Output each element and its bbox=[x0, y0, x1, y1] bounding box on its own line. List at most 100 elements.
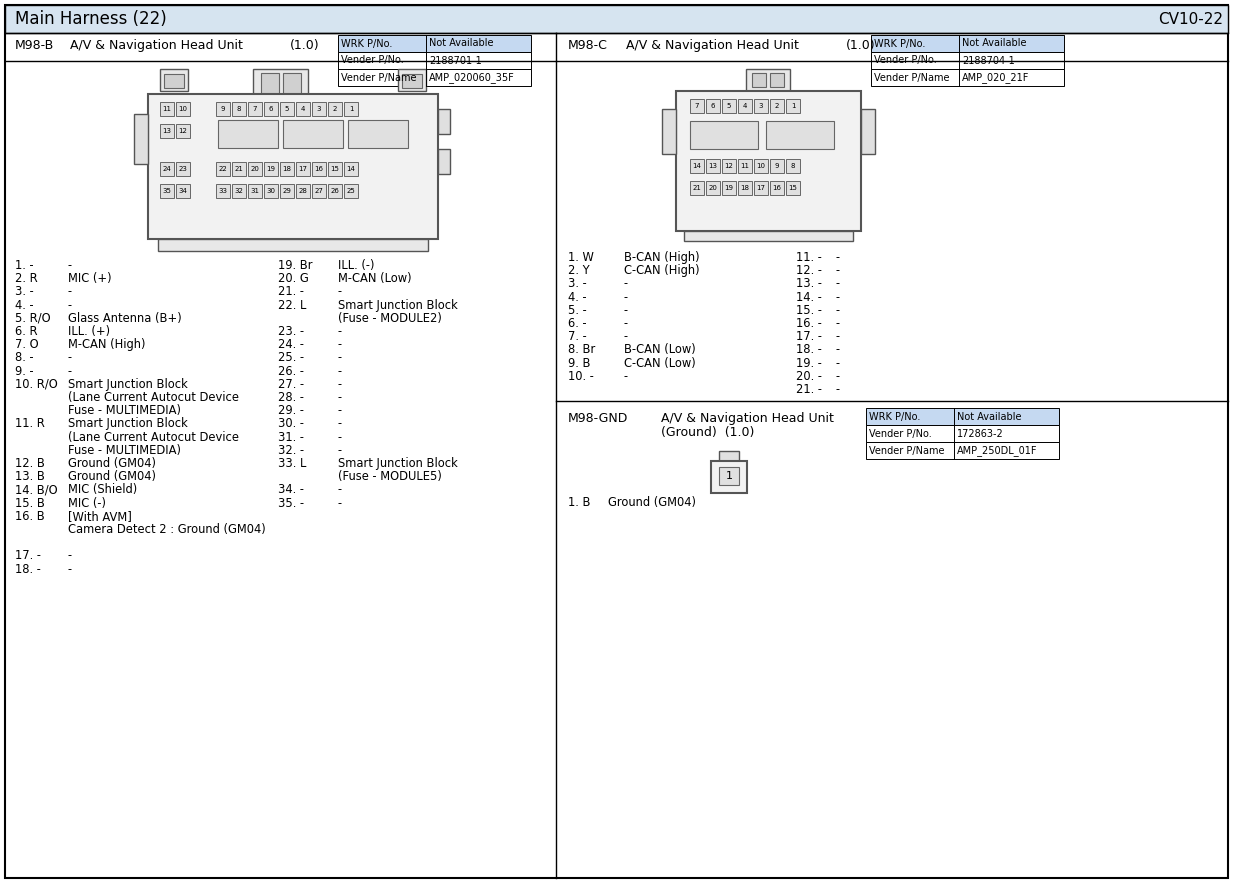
Bar bbox=[134, 114, 148, 164]
Text: 8. -: 8. - bbox=[15, 351, 33, 365]
Text: 30: 30 bbox=[266, 188, 275, 194]
Text: 3. -: 3. - bbox=[568, 277, 587, 291]
Text: 2: 2 bbox=[333, 106, 337, 112]
Text: 14. -: 14. - bbox=[797, 291, 822, 304]
Text: 20. G: 20. G bbox=[277, 272, 308, 285]
Bar bbox=[148, 94, 438, 239]
Text: 5: 5 bbox=[726, 103, 731, 109]
Text: ILL. (-): ILL. (-) bbox=[338, 259, 375, 272]
Text: MIC (-): MIC (-) bbox=[68, 496, 106, 509]
Bar bbox=[284, 120, 343, 148]
Text: 172863-2: 172863-2 bbox=[957, 429, 1004, 439]
Text: -: - bbox=[68, 298, 72, 312]
Text: 1: 1 bbox=[790, 103, 795, 109]
Text: Fuse - MULTIMEDIA): Fuse - MULTIMEDIA) bbox=[68, 444, 181, 457]
Text: 17: 17 bbox=[298, 166, 307, 172]
Bar bbox=[160, 124, 174, 138]
Text: Not Available: Not Available bbox=[429, 39, 493, 49]
Text: MIC (+): MIC (+) bbox=[68, 272, 112, 285]
Text: 11. -: 11. - bbox=[797, 251, 822, 264]
Text: 29. -: 29. - bbox=[277, 404, 305, 417]
Bar bbox=[280, 102, 293, 116]
Text: 18. -: 18. - bbox=[797, 343, 822, 357]
Text: 28: 28 bbox=[298, 188, 307, 194]
Text: 23. -: 23. - bbox=[277, 325, 305, 338]
Text: -: - bbox=[624, 304, 628, 317]
Text: 29: 29 bbox=[282, 188, 291, 194]
Text: 31. -: 31. - bbox=[277, 431, 305, 443]
Text: -: - bbox=[338, 483, 342, 496]
Bar bbox=[766, 121, 834, 149]
Bar bbox=[328, 162, 342, 176]
Bar bbox=[755, 99, 768, 113]
Bar bbox=[176, 162, 190, 176]
Text: (1.0): (1.0) bbox=[290, 39, 319, 52]
Text: A/V & Navigation Head Unit: A/V & Navigation Head Unit bbox=[661, 412, 834, 426]
Text: A/V & Navigation Head Unit: A/V & Navigation Head Unit bbox=[626, 39, 799, 52]
Text: 3: 3 bbox=[317, 106, 322, 112]
Text: -: - bbox=[624, 370, 628, 383]
Text: 33: 33 bbox=[218, 188, 228, 194]
Text: 7: 7 bbox=[253, 106, 258, 112]
Bar bbox=[338, 52, 531, 69]
Text: 15. -: 15. - bbox=[797, 304, 822, 317]
Bar bbox=[216, 184, 231, 198]
Text: 7. O: 7. O bbox=[15, 338, 38, 351]
Bar bbox=[861, 109, 875, 154]
Bar bbox=[866, 408, 1059, 426]
Text: 19. Br: 19. Br bbox=[277, 259, 312, 272]
Text: 10: 10 bbox=[179, 106, 187, 112]
Text: Ground (GM04): Ground (GM04) bbox=[68, 457, 157, 470]
Text: 17: 17 bbox=[757, 185, 766, 191]
Text: Fuse - MULTIMEDIA): Fuse - MULTIMEDIA) bbox=[68, 404, 181, 417]
Text: 21. -: 21. - bbox=[797, 383, 822, 396]
Text: 16: 16 bbox=[314, 166, 323, 172]
Text: (Ground)  (1.0): (Ground) (1.0) bbox=[661, 426, 755, 439]
Text: (1.0): (1.0) bbox=[846, 39, 875, 52]
Text: 10. R/O: 10. R/O bbox=[15, 378, 58, 391]
Bar bbox=[248, 184, 261, 198]
Text: -: - bbox=[68, 351, 72, 365]
Text: 1: 1 bbox=[725, 472, 732, 481]
Text: M98-GND: M98-GND bbox=[568, 412, 629, 426]
Text: 14. B/O: 14. B/O bbox=[15, 483, 58, 496]
Bar bbox=[676, 91, 861, 231]
Text: 8: 8 bbox=[237, 106, 242, 112]
Text: 4: 4 bbox=[301, 106, 306, 112]
Text: 1. B: 1. B bbox=[568, 496, 591, 509]
Bar bbox=[280, 184, 293, 198]
Text: -: - bbox=[836, 357, 840, 370]
Text: 1. -: 1. - bbox=[15, 259, 33, 272]
Bar bbox=[870, 35, 1064, 52]
Text: 15: 15 bbox=[789, 185, 798, 191]
Bar bbox=[719, 467, 739, 485]
Bar bbox=[232, 102, 247, 116]
Bar bbox=[723, 181, 736, 195]
Text: [With AVM]: [With AVM] bbox=[68, 509, 132, 523]
Text: 24: 24 bbox=[163, 166, 171, 172]
Text: 6: 6 bbox=[269, 106, 274, 112]
Bar bbox=[785, 181, 800, 195]
Bar bbox=[248, 102, 261, 116]
Text: 26. -: 26. - bbox=[277, 365, 305, 378]
Text: WRK P/No.: WRK P/No. bbox=[874, 39, 926, 49]
Text: 35: 35 bbox=[163, 188, 171, 194]
Text: -: - bbox=[836, 383, 840, 396]
Text: 8. Br: 8. Br bbox=[568, 343, 596, 357]
Text: 15. B: 15. B bbox=[15, 496, 44, 509]
Text: -: - bbox=[836, 291, 840, 304]
Bar bbox=[160, 69, 187, 91]
Text: Camera Detect 2 : Ground (GM04): Camera Detect 2 : Ground (GM04) bbox=[68, 523, 266, 536]
Text: -: - bbox=[68, 285, 72, 298]
Text: 16. B: 16. B bbox=[15, 509, 44, 523]
Text: 34: 34 bbox=[179, 188, 187, 194]
Text: 6: 6 bbox=[710, 103, 715, 109]
Text: -: - bbox=[624, 317, 628, 330]
Text: A/V & Navigation Head Unit: A/V & Navigation Head Unit bbox=[70, 39, 243, 52]
Bar bbox=[216, 102, 231, 116]
Text: Vender P/Name: Vender P/Name bbox=[869, 446, 944, 456]
Text: M98-B: M98-B bbox=[15, 39, 54, 52]
Bar bbox=[707, 99, 720, 113]
Text: 25. -: 25. - bbox=[277, 351, 305, 365]
Bar bbox=[870, 52, 1064, 69]
